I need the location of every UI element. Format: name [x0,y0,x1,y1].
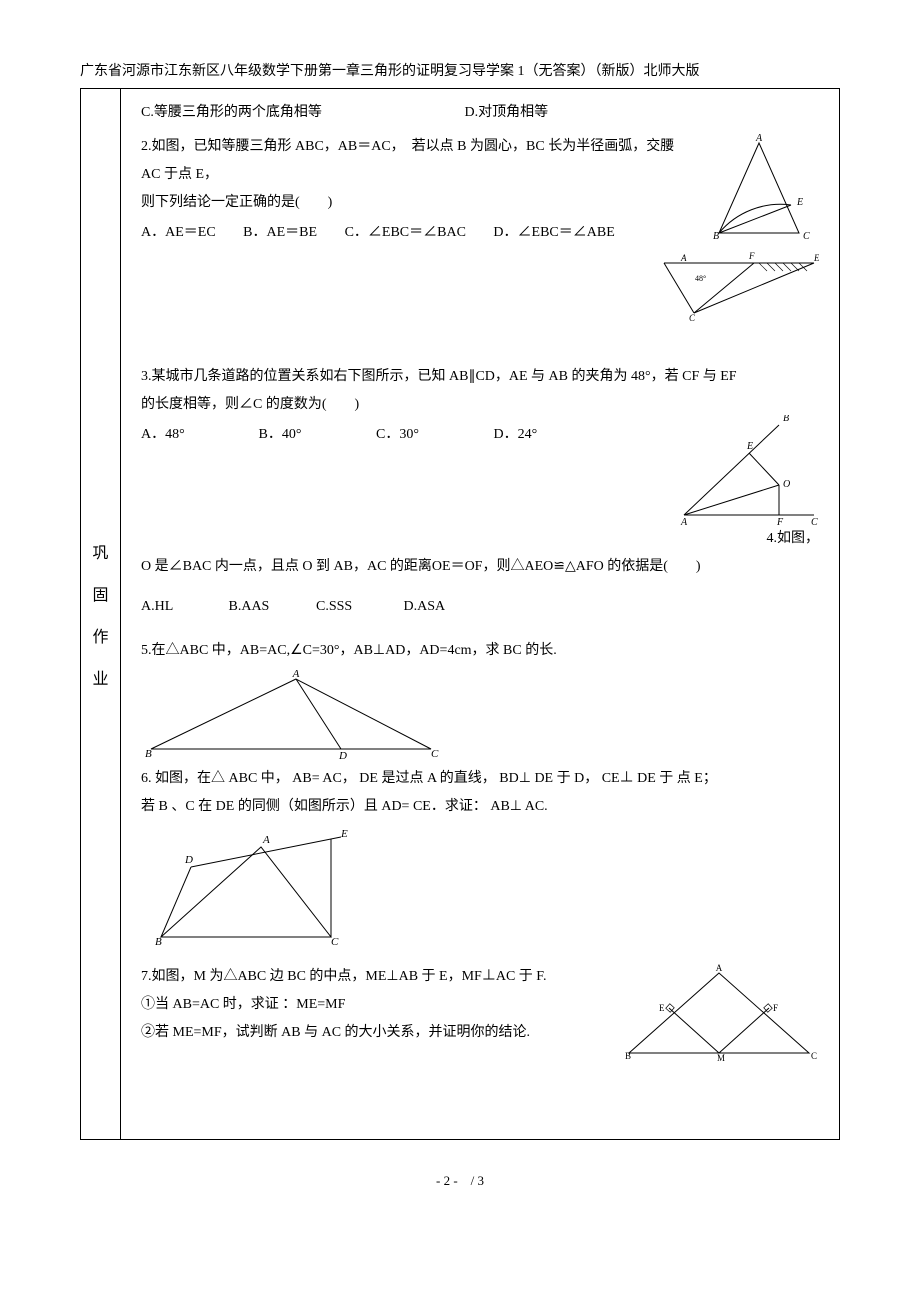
q1-optD: D.对顶角相等 [465,105,549,120]
q4-optB: B.AAS [229,593,289,621]
q6-stem2: 若 B 、C 在 DE 的同侧（如图所示）且 AD= CE．求证： AB⊥ AC… [141,793,819,821]
sidebar-char-1: 固 [81,581,120,605]
q3-optD: D．24° [494,421,584,449]
svg-text:A: A [292,669,300,680]
svg-text:D: D [184,854,193,866]
q7-triangle-icon: A E F B M C [619,963,819,1063]
svg-text:O: O [783,479,790,490]
q4-optC: C.SSS [316,593,376,621]
q2-optA: A．AE＝EC [141,219,216,247]
q2: A B C E 2.如图，已知等腰三角形 ABC，AB＝AC， 若以点 B 为圆… [141,133,819,247]
q2-label-E: E [796,197,803,208]
q2-triangle-icon: A B C E [699,133,819,253]
sidebar-char-2: 作 [81,623,120,647]
q5-stem: 5.在△ABC 中，AB=AC,∠C=30°，AB⊥AD，AD=4cm，求 BC… [141,637,819,665]
svg-text:E: E [340,828,348,840]
q1-options: C.等腰三角形的两个底角相等 D.对顶角相等 [141,99,819,127]
page-header: 广东省河源市江东新区八年级数学下册第一章三角形的证明复习导学案 1（无答案）（新… [80,60,840,80]
q2-figure: A B C E [699,133,819,253]
q3-optB: B．40° [259,421,349,449]
q4-optD: D.ASA [404,593,464,621]
svg-text:C: C [331,936,339,947]
page-footer: - 2 - / 3 [80,1170,840,1189]
svg-text:M: M [717,1053,725,1063]
content-table: 巩 固 作 业 C.等腰三角形的两个底角相等 D.对顶角相等 [80,88,840,1140]
q3-roads-figure: A 48° F E C [659,243,819,323]
q2-label-B: B [713,231,719,242]
q3-optC: C．30° [376,421,466,449]
svg-text:C: C [811,1051,817,1061]
svg-text:B: B [145,748,152,759]
q4-stem: O 是∠BAC 内一点，且点 O 到 AB，AC 的距离OE＝OF，则△AEO≌… [141,553,819,581]
q5-figure: A B D C [141,669,819,759]
svg-text:B: B [625,1051,631,1061]
q6-stem1: 6. 如图，在△ ABC 中， AB= AC， DE 是过点 A 的直线， BD… [141,765,819,793]
sidebar-cell: 巩 固 作 业 [81,89,121,1140]
svg-text:E: E [813,253,819,263]
q5: 5.在△ABC 中，AB=AC,∠C=30°，AB⊥AD，AD=4cm，求 BC… [141,637,819,759]
q6: 6. 如图，在△ ABC 中， AB= AC， DE 是过点 A 的直线， BD… [141,765,819,947]
main-cell: C.等腰三角形的两个底角相等 D.对顶角相等 A B C E [121,89,840,1140]
q4-options: A.HL B.AAS C.SSS D.ASA [141,593,819,621]
q1-optC: C.等腰三角形的两个底角相等 [141,99,461,127]
svg-text:C: C [431,748,439,759]
svg-text:D: D [338,750,347,759]
q4-optA: A.HL [141,593,201,621]
svg-text:B: B [155,936,162,947]
q7-figure: A E F B M C [619,963,819,1063]
q4: O 是∠BAC 内一点，且点 O 到 AB，AC 的距离OE＝OF，则△AEO≌… [141,553,819,621]
q2-optC: C．∠EBC＝∠BAC [345,219,466,247]
q3-optA: A．48° [141,421,231,449]
q5-triangle-icon: A B D C [141,669,441,759]
svg-text:F: F [776,517,784,525]
q2-optD: D．∠EBC＝∠ABE [493,219,614,247]
q3-stem2: 的长度相等，则∠C 的度数为( ) [141,391,819,419]
svg-text:A: A [680,517,688,525]
svg-text:A: A [262,834,270,846]
svg-text:C: C [689,313,696,323]
q3-stem1: 3.某城市几条道路的位置关系如右下图所示，已知 AB∥CD，AE 与 AB 的夹… [141,363,819,391]
q3-options: A．48° B．40° C．30° D．24° [141,421,819,449]
q3-roads-icon: A 48° F E C [659,243,819,323]
q2-label-C: C [803,231,810,242]
q2-label-A: A [755,133,763,144]
q6-figure: D A E B C [141,827,819,947]
q2-optB: B．AE＝BE [243,219,317,247]
q3: 3.某城市几条道路的位置关系如右下图所示，已知 AB∥CD，AE 与 AB 的夹… [141,363,819,449]
q6-figure-icon: D A E B C [141,827,351,947]
svg-text:A: A [680,253,687,263]
page: 广东省河源市江东新区八年级数学下册第一章三角形的证明复习导学案 1（无答案）（新… [0,0,920,1249]
sidebar-char-3: 业 [81,665,120,689]
svg-text:E: E [659,1003,665,1013]
svg-text:C: C [811,517,818,525]
sidebar-char-0: 巩 [81,539,120,563]
svg-text:48°: 48° [695,274,706,283]
svg-text:A: A [716,963,723,973]
q4-leadin: 4.如图， [679,525,819,553]
q7: A E F B M C 7.如图，M 为△ABC 边 BC 的中点，ME⊥AB … [141,963,819,1063]
svg-text:F: F [773,1003,778,1013]
